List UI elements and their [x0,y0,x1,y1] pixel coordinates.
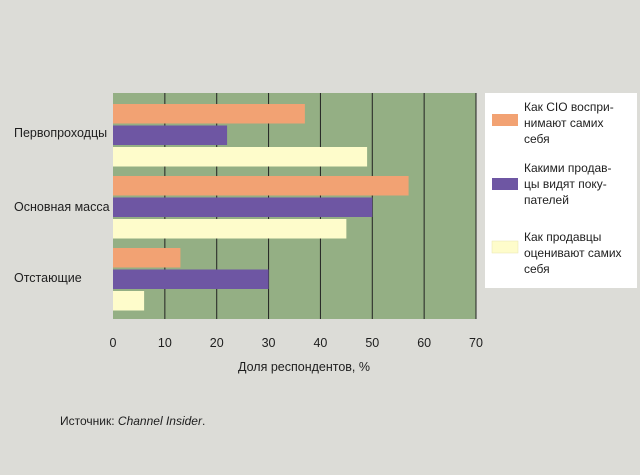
legend: Как CIO воспри-нимают самих себя Какими пр… [491,100,622,276]
x-axis-ticks: 0 10 20 30 40 50 60 70 [110,336,483,350]
legend-swatch-1 [492,114,518,126]
source-prefix: Источник: [60,414,118,428]
x-tick-label-10: 10 [158,336,172,350]
bar-2-series-2 [113,197,373,217]
category-label-1: Первопроходцы [14,126,107,140]
bar-1-series-2 [113,125,228,145]
bar-1-series-1 [113,104,305,124]
category-label-2: Основная масса [14,200,110,214]
source-name: Channel Insider [117,414,202,428]
legend-label-2: Какими продав-цы видят поку-пателей [524,161,612,207]
bars [113,104,409,311]
source-suffix: . [201,414,206,428]
bar-3-series-3 [113,291,145,311]
bar-1-series-3 [113,147,368,167]
bar-3-series-1 [113,248,181,268]
category-labels: Первопроходцы Основная масса Отстающие [14,126,110,285]
bar-3-series-2 [113,269,269,289]
x-tick-label-30: 30 [262,336,276,350]
x-tick-label-20: 20 [210,336,224,350]
x-axis-title: Доля респондентов, % [238,360,370,374]
legend-swatch-3 [491,240,519,254]
x-tick-label-0: 0 [110,336,117,350]
x-tick-label-60: 60 [417,336,431,350]
source-note: Источник: Channel Insider. [60,414,205,428]
bar-2-series-1 [113,176,409,196]
category-label-3: Отстающие [14,271,82,285]
legend-label-3: Как продавцы оценивают самих себя [524,230,622,276]
x-tick-label-70: 70 [469,336,483,350]
bar-2-series-3 [113,219,347,239]
legend-swatch-2 [492,178,518,190]
x-tick-label-40: 40 [313,336,327,350]
x-tick-label-50: 50 [365,336,379,350]
legend-label-1: Как CIO воспри-нимают самих себя [524,100,614,146]
